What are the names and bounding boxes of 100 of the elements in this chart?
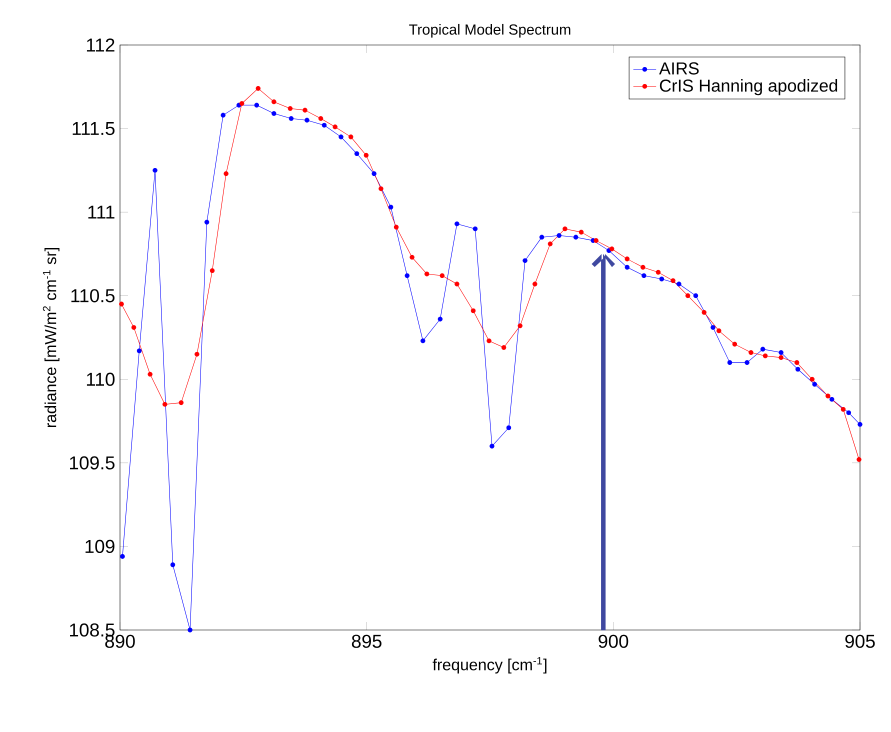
point	[810, 376, 815, 382]
point	[440, 273, 445, 278]
point	[378, 186, 384, 192]
y-tick-label: 110.5	[71, 289, 115, 302]
point	[224, 171, 228, 176]
point	[778, 350, 784, 355]
y-axis-title: radiance [mW/m$^{2}$ cm$^{-1}$ sr]	[42, 248, 60, 428]
point	[760, 346, 766, 352]
point	[304, 118, 310, 123]
x-axis-title: frequency [cm$^{-1}$]	[432, 657, 546, 674]
point	[685, 293, 690, 298]
point	[256, 86, 261, 91]
point	[676, 282, 682, 286]
point	[348, 134, 354, 140]
point	[210, 268, 215, 274]
point	[748, 350, 754, 355]
point	[322, 122, 327, 128]
point	[594, 238, 598, 243]
point	[424, 272, 430, 276]
point	[194, 352, 200, 357]
point	[388, 204, 394, 210]
point	[858, 422, 862, 427]
point	[454, 221, 460, 226]
point	[812, 382, 818, 387]
point	[578, 230, 584, 235]
point	[170, 562, 176, 568]
legend-label: AIRS	[659, 62, 699, 75]
point	[188, 628, 192, 632]
y-tick-label: 111	[88, 206, 114, 219]
point	[710, 325, 716, 330]
y-tick-label: 111.5	[72, 122, 115, 136]
point	[532, 282, 538, 286]
point	[702, 310, 707, 315]
point	[548, 241, 553, 246]
point	[744, 360, 750, 365]
x-tick-label: 890	[105, 634, 135, 648]
x-tick-label: 895	[352, 634, 382, 648]
point	[136, 348, 142, 354]
point	[288, 106, 293, 111]
point	[162, 402, 168, 407]
y-tick-label: 109	[86, 540, 114, 554]
point	[254, 102, 260, 108]
point	[762, 353, 768, 358]
point	[318, 116, 324, 121]
point	[846, 410, 852, 416]
y-tick-label: 110	[86, 372, 115, 386]
point	[372, 171, 376, 176]
x-tick-label: 905	[845, 634, 875, 648]
chart-title: Tropical Model Spectrum	[409, 24, 570, 38]
point	[148, 372, 152, 377]
point	[518, 323, 523, 328]
y-tick-label: 108.5	[70, 623, 115, 637]
point	[490, 444, 494, 449]
point	[354, 151, 360, 156]
point	[272, 111, 276, 116]
point	[522, 258, 528, 264]
point	[573, 234, 578, 240]
point	[609, 246, 614, 252]
point	[829, 396, 834, 402]
point	[119, 302, 124, 306]
point	[220, 112, 226, 118]
point	[656, 270, 661, 275]
point	[204, 220, 210, 225]
point	[778, 355, 784, 360]
point	[727, 360, 732, 365]
point	[539, 234, 544, 240]
point	[338, 134, 344, 140]
point	[795, 366, 800, 372]
point	[404, 273, 410, 278]
point	[642, 273, 646, 278]
point	[454, 282, 460, 286]
point	[120, 554, 125, 559]
point	[659, 276, 664, 282]
point	[272, 99, 276, 104]
point	[239, 101, 244, 106]
point	[556, 233, 562, 238]
point	[364, 152, 369, 158]
point	[732, 342, 738, 347]
point	[693, 293, 698, 298]
point	[794, 360, 800, 365]
point	[856, 457, 862, 462]
point	[410, 254, 414, 260]
point	[716, 328, 722, 334]
point	[562, 226, 568, 232]
point	[178, 400, 184, 406]
point	[501, 345, 506, 350]
point	[506, 425, 512, 430]
point	[624, 264, 630, 270]
point	[840, 406, 846, 412]
point	[472, 226, 478, 232]
y-tick-label: 109.5	[70, 456, 115, 470]
point	[486, 338, 492, 344]
point	[826, 394, 830, 398]
point	[640, 264, 646, 270]
point	[332, 124, 338, 130]
point	[394, 224, 399, 230]
point	[624, 256, 630, 262]
point	[302, 108, 308, 113]
point	[131, 325, 136, 330]
x-tick-label: 900	[598, 634, 628, 648]
